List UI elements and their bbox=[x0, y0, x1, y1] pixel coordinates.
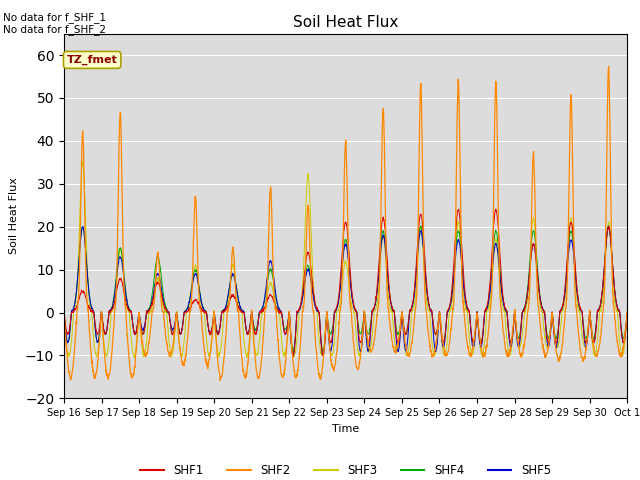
SHF1 bbox=[60, 308, 68, 314]
SHF2 bbox=[605, 63, 612, 69]
SHF5 bbox=[605, 223, 612, 229]
SHF4 bbox=[290, 349, 298, 355]
SHF1 bbox=[289, 354, 297, 360]
Legend: SHF1, SHF2, SHF3, SHF4, SHF5: SHF1, SHF2, SHF3, SHF4, SHF5 bbox=[136, 459, 556, 480]
Title: Soil Heat Flux: Soil Heat Flux bbox=[293, 15, 398, 30]
SHF2 bbox=[623, 309, 631, 314]
SHF3 bbox=[243, 355, 251, 360]
SHF3 bbox=[60, 310, 68, 316]
SHF4 bbox=[589, 336, 597, 342]
SHF5 bbox=[362, 334, 370, 339]
SHF3 bbox=[589, 348, 597, 354]
SHF4 bbox=[605, 223, 612, 228]
SHF1 bbox=[374, 267, 382, 273]
SHF3 bbox=[510, 322, 518, 328]
SHF5 bbox=[374, 277, 382, 283]
SHF4 bbox=[217, 315, 225, 321]
SHF2 bbox=[60, 309, 68, 315]
SHF5 bbox=[509, 324, 517, 330]
SHF1 bbox=[623, 311, 631, 316]
Text: TZ_fmet: TZ_fmet bbox=[67, 55, 118, 65]
SHF5 bbox=[319, 352, 327, 358]
SHF3 bbox=[218, 342, 225, 348]
SHF2 bbox=[216, 378, 224, 384]
SHF4 bbox=[509, 322, 517, 328]
SHF3 bbox=[375, 285, 383, 291]
Y-axis label: Soil Heat Flux: Soil Heat Flux bbox=[10, 178, 19, 254]
SHF3 bbox=[574, 303, 582, 309]
SHF4 bbox=[362, 324, 370, 329]
Line: SHF5: SHF5 bbox=[64, 226, 627, 355]
Line: SHF1: SHF1 bbox=[64, 209, 627, 357]
SHF5 bbox=[574, 294, 582, 300]
X-axis label: Time: Time bbox=[332, 424, 359, 433]
SHF1 bbox=[217, 315, 225, 321]
SHF5 bbox=[217, 316, 225, 322]
SHF4 bbox=[623, 310, 631, 315]
SHF3 bbox=[362, 332, 370, 337]
Text: No data for f_SHF_1
No data for f_SHF_2: No data for f_SHF_1 No data for f_SHF_2 bbox=[3, 12, 106, 36]
SHF2 bbox=[218, 373, 225, 379]
SHF5 bbox=[60, 310, 68, 315]
SHF3 bbox=[623, 309, 631, 315]
SHF1 bbox=[589, 340, 597, 346]
SHF1 bbox=[455, 206, 463, 212]
SHF2 bbox=[362, 324, 370, 330]
SHF2 bbox=[374, 302, 382, 308]
SHF1 bbox=[510, 320, 518, 326]
Line: SHF4: SHF4 bbox=[64, 226, 627, 352]
SHF5 bbox=[589, 340, 597, 346]
SHF5 bbox=[623, 311, 631, 316]
SHF1 bbox=[362, 328, 370, 334]
SHF1 bbox=[574, 293, 582, 299]
Line: SHF3: SHF3 bbox=[64, 162, 627, 358]
SHF2 bbox=[589, 339, 597, 345]
SHF4 bbox=[374, 275, 382, 280]
SHF2 bbox=[574, 322, 582, 327]
SHF3 bbox=[79, 159, 86, 165]
SHF2 bbox=[509, 322, 517, 328]
Line: SHF2: SHF2 bbox=[64, 66, 627, 381]
SHF4 bbox=[574, 293, 582, 299]
SHF4 bbox=[60, 310, 68, 315]
